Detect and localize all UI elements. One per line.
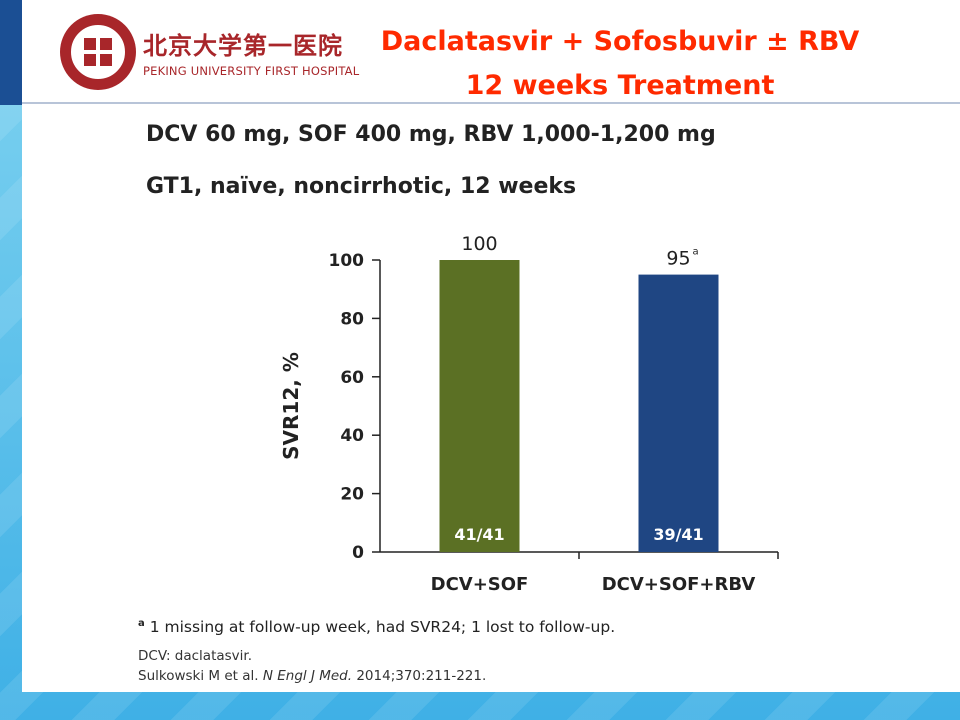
bar-value-label: 100 xyxy=(461,233,497,255)
x-tick-label: DCV+SOF xyxy=(431,574,529,595)
hospital-name-chinese: 北京大学第一医院 xyxy=(143,31,343,60)
slide-header xyxy=(0,0,960,105)
hospital-name-english: PEKING UNIVERSITY FIRST HOSPITAL xyxy=(143,64,360,78)
citation-journal: N Engl J Med. xyxy=(262,668,353,684)
footnote-a: a 1 missing at follow-up week, had SVR24… xyxy=(138,618,615,636)
slide-title-line1: Daclatasvir + Sofosbuvir ± RBV xyxy=(380,26,860,57)
bar xyxy=(638,274,719,552)
y-axis-label: SVR12, % xyxy=(279,352,303,460)
svr12-bar-chart: 0 20 40 60 80 100 SVR12, % 100 41/41 DCV+SOF 95 a 39… xyxy=(279,233,779,595)
footnote-marker: a xyxy=(138,618,145,629)
header-accent-strip xyxy=(0,0,22,105)
citation-authors: Sulkowski M et al. xyxy=(138,668,259,684)
y-tick-label: 0 xyxy=(352,543,364,563)
dosing-text: DCV 60 mg, SOF 400 mg, RBV 1,000-1,200 m… xyxy=(146,122,716,147)
bar-value-superscript: a xyxy=(693,247,699,258)
slide-title-line2: 12 weeks Treatment xyxy=(465,70,775,101)
y-tick-label: 20 xyxy=(340,485,364,505)
x-tick-label: DCV+SOF+RBV xyxy=(602,574,756,595)
abbreviation-note: DCV: daclatasvir. xyxy=(138,648,253,664)
y-tick-label: 40 xyxy=(340,426,364,446)
footnote-text: 1 missing at follow-up week, had SVR24; … xyxy=(149,618,616,637)
population-text: GT1, naïve, noncirrhotic, 12 weeks xyxy=(146,174,577,199)
header-divider xyxy=(22,102,960,104)
slide-title: Daclatasvir + Sofosbuvir ± RBV 12 weeks … xyxy=(350,20,890,108)
bar-inner-label: 41/41 xyxy=(454,525,504,544)
citation-details: 2014;370:211-221. xyxy=(356,668,487,684)
hospital-seal-logo xyxy=(60,14,136,90)
y-tick-label: 80 xyxy=(340,309,364,329)
bar xyxy=(439,260,520,552)
y-tick-label: 100 xyxy=(329,251,365,271)
citation: Sulkowski M et al. N Engl J Med. 2014;37… xyxy=(138,668,486,684)
bar-inner-label: 39/41 xyxy=(653,525,703,544)
y-tick-label: 60 xyxy=(340,368,364,388)
bar-value-label: 95 xyxy=(666,248,690,270)
